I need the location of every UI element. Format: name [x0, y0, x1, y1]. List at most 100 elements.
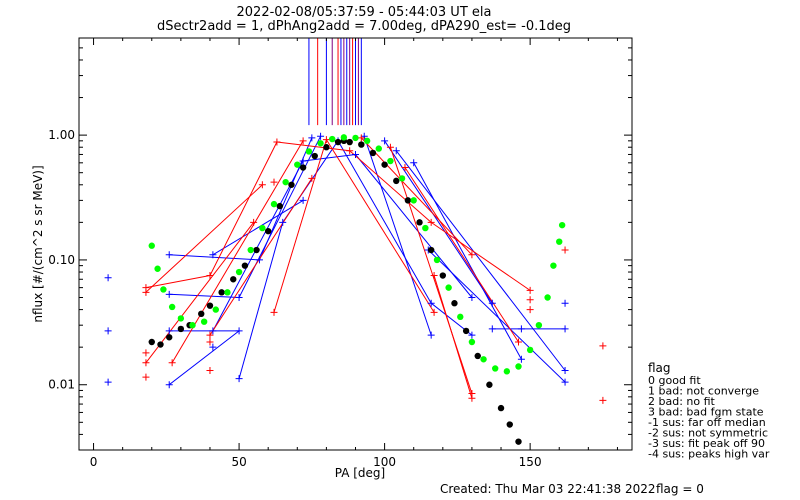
dot-marker — [311, 152, 318, 160]
plus-marker — [299, 137, 307, 145]
dot-marker — [294, 161, 301, 168]
dot-marker — [439, 272, 447, 279]
connecting-line — [273, 139, 327, 313]
plus-marker — [165, 251, 173, 259]
connecting-line — [212, 199, 304, 256]
dot-marker — [329, 135, 336, 143]
dot-marker — [474, 352, 481, 360]
dot-marker — [200, 318, 208, 325]
dot-marker — [276, 202, 284, 210]
plus-marker — [206, 331, 214, 339]
dot-marker — [177, 325, 185, 333]
plus-marker — [209, 251, 217, 259]
connecting-line — [363, 136, 432, 336]
plus-marker — [258, 181, 266, 189]
dot-marker — [340, 134, 348, 141]
dot-marker — [247, 246, 254, 254]
dot-marker — [168, 303, 176, 311]
connecting-line — [276, 141, 350, 152]
connecting-line — [404, 167, 519, 343]
dot-marker — [515, 438, 522, 445]
dot-marker — [535, 321, 543, 329]
y-tick-label: 0.01 — [48, 378, 75, 392]
dot-marker — [506, 421, 513, 428]
dot-marker — [468, 338, 476, 346]
dot-marker — [486, 381, 493, 388]
dot-marker — [235, 268, 243, 276]
x-tick-label: 150 — [519, 455, 542, 469]
plus-marker — [104, 327, 112, 335]
data-markers — [104, 132, 607, 445]
dot-marker — [404, 197, 412, 204]
dot-marker — [259, 224, 266, 232]
legend-entry: 1 bad: not converge — [648, 385, 759, 398]
dot-marker — [282, 178, 289, 186]
plus-marker — [526, 286, 534, 294]
plus-marker — [488, 299, 496, 307]
plus-marker — [430, 308, 438, 316]
legend-entry: -3 sus: fit peak off 90 — [648, 437, 765, 450]
connecting-line — [169, 254, 260, 261]
dot-marker — [166, 334, 173, 341]
plus-marker — [517, 325, 525, 333]
plus-marker — [468, 394, 476, 402]
dot-marker — [387, 157, 394, 165]
dot-marker — [422, 224, 429, 232]
connecting-line — [169, 293, 240, 298]
plus-marker — [360, 132, 368, 140]
dot-marker — [451, 300, 458, 307]
dot-marker — [230, 276, 237, 283]
plus-marker — [273, 138, 281, 146]
plus-marker — [206, 367, 214, 375]
legend-entry: -2 sus: not symmetric — [648, 427, 768, 440]
plus-marker — [168, 359, 176, 367]
dot-marker — [206, 302, 214, 309]
connecting-line — [325, 139, 435, 313]
legend-entry: 0 good fit — [648, 374, 701, 387]
connecting-line — [209, 141, 278, 276]
dot-marker — [334, 138, 342, 146]
dot-marker — [550, 262, 557, 269]
dot-marker — [218, 289, 225, 296]
dot-marker — [457, 313, 464, 321]
dot-marker — [154, 265, 161, 272]
dot-marker — [352, 134, 359, 142]
plus-marker — [599, 342, 607, 350]
connecting-line — [433, 275, 473, 399]
plus-marker — [142, 349, 150, 357]
plus-marker — [410, 159, 418, 167]
legend-entry: 2 bad: no fit — [648, 395, 716, 408]
dot-marker — [427, 246, 435, 254]
dot-marker — [177, 315, 185, 322]
dot-marker — [323, 144, 330, 151]
legend-title: flag — [648, 361, 671, 375]
dot-marker — [148, 338, 155, 346]
x-tick-label: 0 — [90, 455, 98, 469]
dot-marker — [375, 145, 382, 152]
plus-marker — [561, 367, 569, 375]
dot-marker — [433, 256, 441, 264]
dot-marker — [157, 341, 164, 348]
plus-marker — [209, 343, 217, 351]
plus-marker — [561, 299, 569, 307]
connecting-line — [395, 150, 566, 371]
footer-created: Created: Thu Mar 03 22:41:38 2022 — [440, 482, 656, 496]
plus-marker — [468, 294, 476, 302]
dot-marker — [445, 284, 452, 291]
dot-marker — [253, 246, 260, 254]
plus-marker — [270, 308, 278, 316]
plus-marker — [209, 327, 217, 335]
dot-marker — [317, 140, 324, 147]
dot-marker — [358, 141, 365, 148]
connecting-line — [212, 160, 304, 332]
dot-marker — [299, 164, 307, 171]
plus-marker — [427, 218, 435, 226]
chart-title-line2: dSectr2add = 1, dPhAng2add = 7.00deg, dP… — [157, 19, 571, 34]
y-tick-label: 1.00 — [48, 128, 75, 142]
connecting-line — [337, 140, 432, 304]
dot-marker — [410, 197, 417, 204]
dot-marker — [544, 294, 551, 301]
dot-marker — [503, 368, 511, 375]
plus-marker — [488, 325, 496, 333]
